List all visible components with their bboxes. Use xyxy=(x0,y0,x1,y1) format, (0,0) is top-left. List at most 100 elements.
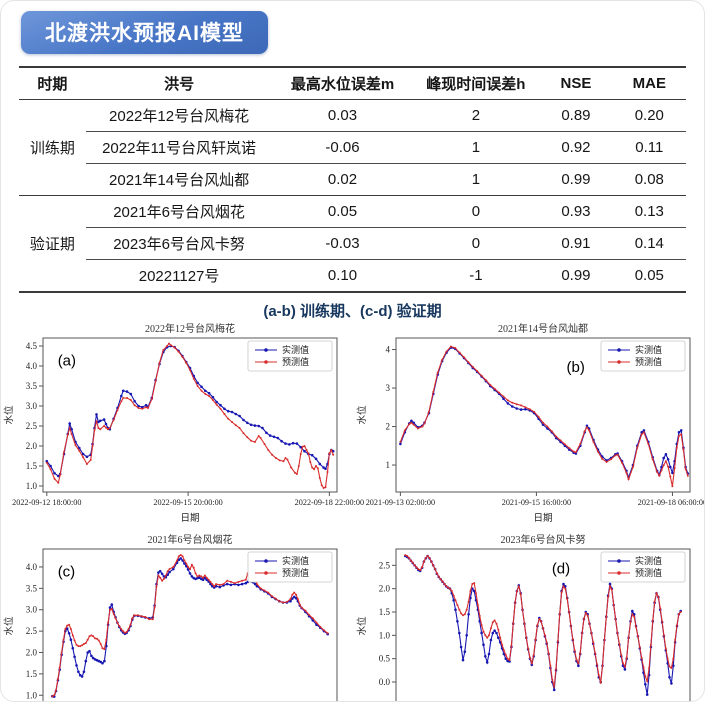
svg-text:2022-09-15 20:00:00: 2022-09-15 20:00:00 xyxy=(154,498,223,507)
table-row: 2022年11号台风轩岚诺 -0.06 1 0.92 0.11 xyxy=(19,131,686,164)
period-cell: 验证期 xyxy=(19,195,86,292)
svg-text:1.0: 1.0 xyxy=(379,630,391,640)
svg-text:3.5: 3.5 xyxy=(26,381,38,391)
series-predicted xyxy=(46,342,335,489)
table-cell: 0.05 xyxy=(612,259,686,292)
y-axis: 0.0 0.5 1.0 1.5 2.0 2.5 xyxy=(379,560,396,687)
svg-text:2022-09-18 22:00:00: 2022-09-18 22:00:00 xyxy=(295,498,364,507)
svg-text:2.5: 2.5 xyxy=(26,626,38,636)
svg-text:2.0: 2.0 xyxy=(379,584,391,594)
svg-text:2.0: 2.0 xyxy=(26,648,38,658)
svg-text:4.0: 4.0 xyxy=(26,361,38,371)
table-cell: -0.03 xyxy=(272,227,413,260)
svg-text:1.5: 1.5 xyxy=(379,607,391,617)
svg-text:2022-09-12 18:00:00: 2022-09-12 18:00:00 xyxy=(12,498,81,507)
table-cell: 0.89 xyxy=(561,107,591,124)
table-cell: 2022年12号台风梅花 xyxy=(109,108,250,125)
chart-a: 2022年12号台风梅花 1.0 1.5 2.0 2.5 3.0 3.5 4.0 4.5 2022… xyxy=(3,321,364,524)
plot-area xyxy=(42,548,338,701)
svg-text:2.5: 2.5 xyxy=(379,560,391,570)
y-axis: 1 2 3 4 xyxy=(385,345,396,470)
svg-text:1.5: 1.5 xyxy=(26,461,38,471)
svg-text:4: 4 xyxy=(385,345,390,355)
svg-text:1.0: 1.0 xyxy=(26,690,38,700)
chart-title: 2021年14号台风灿都 xyxy=(498,322,588,335)
table-cell: 0.93 xyxy=(539,195,613,228)
svg-text:1.0: 1.0 xyxy=(26,481,38,491)
table-cell: 0.02 xyxy=(272,163,413,196)
table-cell: 0.08 xyxy=(612,163,686,196)
metrics-table: 时期 洪号 最高水位误差m 峰现时间误差h NSE MAE 训练期 2022年12号台风梅花… xyxy=(19,66,686,293)
legend-label: 预测值 xyxy=(282,356,309,367)
table-row: 验证期 2021年6号台风烟花 0.05 0 0.93 0.13 xyxy=(19,195,686,292)
table-cell: 0.11 xyxy=(612,131,686,164)
svg-text:2021-09-15 16:00:00: 2021-09-15 16:00:00 xyxy=(501,498,570,507)
chart-title: 2022年12号台风梅花 xyxy=(145,322,235,335)
svg-text:3.0: 3.0 xyxy=(26,605,38,615)
table-cell: 0.99 xyxy=(539,163,613,196)
table-cell: 0 xyxy=(412,195,540,228)
svg-text:2: 2 xyxy=(385,422,390,432)
table-cell: -1 xyxy=(412,259,540,292)
chart-title: 2023年6号台风卡努 xyxy=(500,533,585,546)
panel-label: (d) xyxy=(552,561,570,578)
svg-text:4.0: 4.0 xyxy=(26,562,38,572)
table-cell: 2023年6号台风卡努 xyxy=(85,227,273,260)
svg-text:4.5: 4.5 xyxy=(26,341,38,351)
svg-text:2.5: 2.5 xyxy=(26,421,38,431)
column-header: NSE xyxy=(539,67,613,100)
x-axis-label: 日期 xyxy=(181,513,200,524)
plot-area xyxy=(42,337,338,493)
panel-label: (a) xyxy=(58,353,76,370)
table-cell: 1 xyxy=(412,131,540,164)
legend-label: 预测值 xyxy=(635,356,662,367)
table-cell: 20221127号 xyxy=(85,259,273,292)
legend-label: 预测值 xyxy=(282,567,309,578)
x-axis: 2021-09-13 02:00:00 2021-09-15 16:00:00 20… xyxy=(365,492,704,507)
column-header: 最高水位误差m xyxy=(272,67,413,100)
y-axis-label: 水位 xyxy=(356,616,368,636)
plot-area xyxy=(395,548,691,701)
series-predicted xyxy=(404,554,682,688)
column-header: 洪号 xyxy=(85,67,273,100)
legend-label: 实测值 xyxy=(635,555,662,566)
table-cell: 0.92 xyxy=(539,131,613,164)
chart-c-svg: 2021年6号台风烟花1.01.52.02.53.03.54.002040608… xyxy=(3,533,338,701)
chart-d-svg: 2023年6号台风卡努0.00.51.01.52.02.502040608010… xyxy=(356,533,691,701)
column-header: 峰现时间误差h xyxy=(412,67,540,100)
app-title-badge: 北渡洪水预报AI模型 xyxy=(21,11,268,54)
chart-b: 2021年14号台风灿都 1 2 3 4 2021-09-13 02:00:00 2021-… xyxy=(356,321,704,524)
panel-label: (b) xyxy=(566,359,584,376)
figure-caption: (a-b) 训练期、(c-d) 验证期 xyxy=(263,303,442,320)
table-cell: 0.05 xyxy=(272,195,413,228)
plot-area xyxy=(395,337,691,493)
period-cell: 训练期 xyxy=(29,140,75,157)
y-axis-label: 水位 xyxy=(3,616,15,636)
chart-a-svg: 2022年12号台风梅花 1.0 1.5 2.0 2.5 3.0 3.5 4.0 4.5 2022… xyxy=(3,322,364,524)
table-cell: 0 xyxy=(412,227,540,260)
chart-title: 2021年6号台风烟花 xyxy=(148,533,233,546)
chart-c: 2021年6号台风烟花1.01.52.02.53.03.54.002040608… xyxy=(3,532,345,701)
table-cell: 0.14 xyxy=(612,227,686,260)
svg-text:0.0: 0.0 xyxy=(379,677,391,687)
svg-text:3.0: 3.0 xyxy=(26,401,38,411)
panel-label: (c) xyxy=(58,564,75,581)
legend-label: 预测值 xyxy=(635,567,662,578)
table-cell: 2021年14号台风灿都 xyxy=(85,163,273,196)
charts-grid: 2022年12号台风梅花 1.0 1.5 2.0 2.5 3.0 3.5 4.0 4.5 2022… xyxy=(1,321,704,701)
table-row: 训练期 2022年12号台风梅花 0.03 2 0.89 0.20 xyxy=(19,100,686,157)
table-cell: 2021年6号台风烟花 xyxy=(85,195,273,228)
table-row: 2021年14号台风灿都 0.02 1 0.99 0.08 xyxy=(19,163,686,196)
column-header: 时期 xyxy=(19,67,86,100)
table-cell: -0.06 xyxy=(272,131,413,164)
metrics-table-body: 训练期 2022年12号台风梅花 0.03 2 0.89 0.20 2022年11号台风轩岚… xyxy=(19,100,686,292)
legend-label: 实测值 xyxy=(282,344,309,355)
legend-label: 实测值 xyxy=(282,555,309,566)
y-axis-label: 水位 xyxy=(3,405,15,425)
table-cell: 0.10 xyxy=(272,259,413,292)
